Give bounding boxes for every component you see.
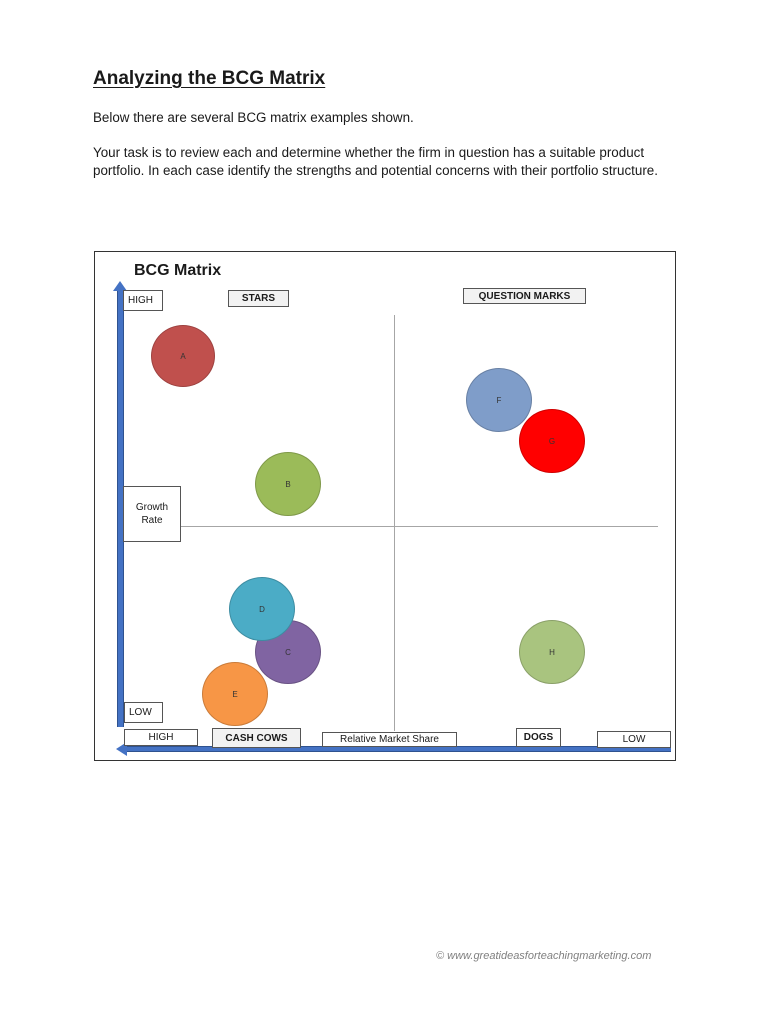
task-text: Your task is to review each and determin… (93, 145, 658, 178)
y-axis-arrowhead-icon (113, 281, 127, 291)
page-title: Analyzing the BCG Matrix (93, 68, 326, 89)
quadrant-label-stars: STARS (228, 290, 289, 307)
x-axis-low-label: LOW (597, 731, 671, 748)
bubble-label: G (548, 436, 556, 446)
bubble-a: A (151, 325, 215, 387)
bubble-label: B (285, 479, 291, 489)
matrix-title: BCG Matrix (134, 262, 222, 279)
bubble-e: E (202, 662, 268, 726)
bubble-label: H (549, 647, 555, 657)
bubble-b: B (255, 452, 321, 516)
quadrant-label-question-marks: QUESTION MARKS (463, 288, 586, 304)
y-axis-high-label: HIGH (123, 290, 163, 311)
bubble-f: F (466, 368, 532, 432)
horizontal-divider (181, 526, 658, 527)
bubble-label: F (496, 395, 502, 405)
y-axis-label: Growth Rate (123, 486, 181, 542)
quadrant-label-dogs: DOGS (516, 728, 561, 747)
y-axis-label-text: Growth Rate (135, 502, 169, 526)
bubble-g: G (519, 409, 585, 473)
vertical-divider (394, 315, 395, 731)
bubble-d: D (229, 577, 295, 641)
copyright-footer: © www.greatideasforteachingmarketing.com (436, 950, 652, 962)
bubble-label: C (285, 647, 291, 657)
bubble-label: D (259, 604, 265, 614)
bubble-h: H (519, 620, 585, 684)
bubble-label: E (232, 689, 238, 699)
quadrant-label-cash-cows: CASH COWS (212, 728, 301, 748)
intro-text: Below there are several BCG matrix examp… (93, 110, 414, 125)
x-axis-arrowhead-icon (116, 742, 127, 756)
y-axis-low-label: LOW (124, 702, 163, 723)
x-axis-label: Relative Market Share (322, 732, 457, 747)
bubble-label: A (180, 351, 186, 361)
x-axis-high-label: HIGH (124, 729, 198, 746)
